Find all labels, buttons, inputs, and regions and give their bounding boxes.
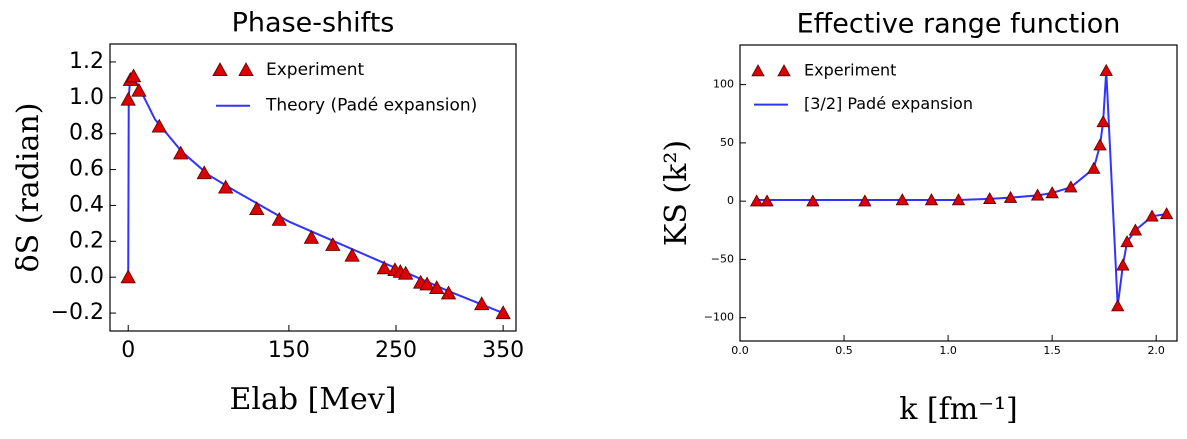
y-tick-label: 0.2 [69,228,104,253]
marker [983,192,997,205]
marker [249,201,265,216]
y-axis-label: δS (radian) [11,103,46,273]
marker [495,305,511,320]
y-tick-label: 0 [727,194,734,207]
legend-marker [777,64,791,77]
marker [271,211,287,226]
marker [951,193,966,206]
x-tick-label: 0.0 [731,344,749,357]
marker [806,194,820,207]
chart-title: Phase-shifts [232,8,395,39]
y-tick-label: 0.0 [69,264,104,289]
x-tick-label: 0 [121,338,135,363]
marker [397,265,414,280]
plot-frame [739,44,1178,342]
marker [474,296,490,311]
marker [344,247,360,262]
marker [173,145,189,160]
marker [760,194,774,207]
legend-label: [3/2] Padé expansion [804,94,973,113]
y-tick-label: 0.8 [69,121,104,146]
marker [440,285,457,300]
chart-title: Effective range function [797,9,1121,40]
marker [325,237,341,251]
legend-marker [751,64,765,77]
marker [131,82,147,97]
marker [858,194,872,207]
marker [1064,180,1078,193]
x-tick-label: 250 [375,338,417,363]
y-tick-label: −100 [704,311,734,324]
marker [1099,63,1113,76]
x-tick-label: 0.5 [835,344,853,357]
marker [303,229,320,244]
y-tick-label: 50 [720,136,734,149]
marker [1116,258,1130,271]
legend-marker [238,62,254,76]
y-tick-label: 0.6 [69,157,104,182]
marker [376,260,392,275]
marker [120,91,136,106]
y-tick-label: −50 [711,252,734,265]
y-tick-label: 100 [713,78,734,91]
plot-frame [109,43,517,332]
marker [1003,190,1018,203]
x-tick-label: 1.0 [939,344,957,357]
marker [196,165,212,180]
marker [1045,186,1059,199]
legend-label: Experiment [804,61,896,80]
marker [419,276,435,291]
x-tick-label: 2.0 [1147,344,1165,357]
marker [1128,223,1143,236]
marker [1030,188,1045,201]
marker [749,194,764,207]
x-tick-label: 1.5 [1043,344,1061,357]
y-axis-label: KS (k²) [659,140,694,246]
legend-marker [212,62,228,76]
marker [125,68,142,83]
marker [151,118,167,133]
y-tick-label: 1.0 [69,85,104,110]
x-tick-label: 150 [268,338,310,363]
x-axis-label: k [fm⁻¹] [899,392,1018,427]
marker [1093,138,1107,151]
y-tick-label: −0.2 [51,300,104,325]
marker [120,269,136,284]
marker [1120,235,1134,248]
marker [1096,115,1110,128]
legend-label: Theory (Padé expansion) [265,96,477,116]
marker [895,193,909,206]
marker [218,179,234,194]
legend-label: Experiment [266,60,365,80]
marker [1111,299,1125,312]
marker [924,193,939,206]
x-tick-label: 350 [482,338,524,363]
y-tick-label: 0.4 [69,192,104,217]
marker [1159,207,1174,220]
marker [429,280,445,294]
marker [1145,209,1159,222]
x-axis-label: Elab [Mev] [230,382,397,417]
y-tick-label: 1.2 [69,49,104,74]
marker [1087,161,1101,174]
